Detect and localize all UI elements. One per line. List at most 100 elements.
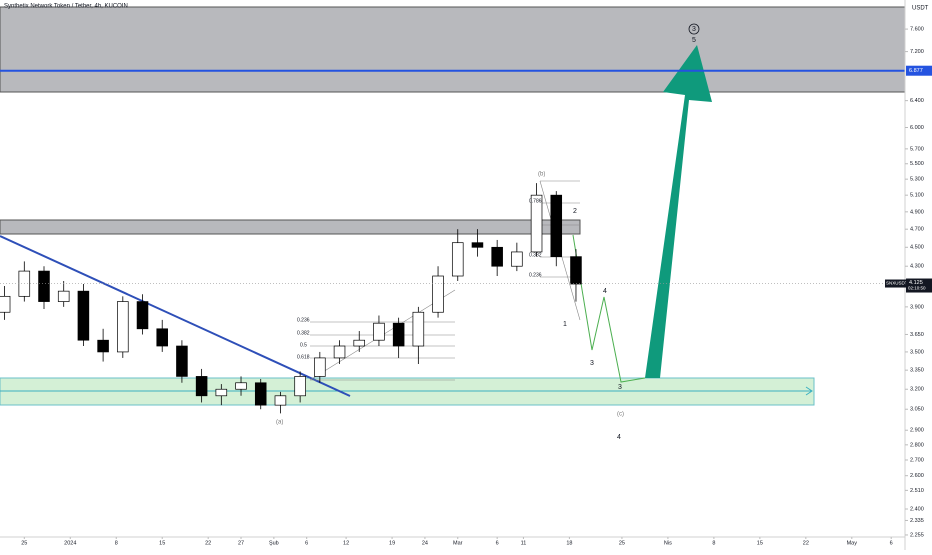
y-tick-label: 3.650: [910, 332, 924, 338]
y-tick-label: 2.800: [910, 442, 924, 448]
fib-label: 0.382: [529, 252, 542, 258]
y-tick-label: 5.100: [910, 193, 924, 199]
candle-body: [136, 301, 149, 330]
level-tag: [906, 65, 932, 76]
candle-body: [373, 322, 385, 341]
projection-path: [572, 234, 646, 383]
candle-body: [412, 311, 425, 347]
symbol-tag: [885, 279, 906, 288]
y-tick-label: 5.700: [910, 146, 924, 152]
fib-label: 0.786: [529, 198, 542, 204]
y-tick-label: 2.700: [910, 457, 924, 463]
price-tag-label: 4.125: [909, 280, 923, 286]
candle-body: [215, 388, 228, 397]
wave-label: 2: [573, 208, 577, 215]
price-axis: [905, 0, 932, 550]
zone-arrowhead: [805, 386, 813, 396]
y-tick-label: 4.500: [910, 245, 924, 251]
x-tick-label: 27: [238, 540, 244, 546]
y-tick-label: 4.700: [910, 227, 924, 233]
fib-label: 0.618: [297, 354, 310, 360]
x-tick-label: 2024: [64, 540, 76, 546]
candle-body: [176, 345, 188, 377]
symbol-tag-label: SNXUSDT: [886, 281, 908, 286]
wave-label: 4: [603, 288, 607, 295]
x-tick-label: 6: [890, 540, 893, 546]
candle-body: [97, 339, 109, 353]
candle-body: [491, 246, 503, 267]
y-tick-label: 3.500: [910, 349, 924, 355]
wave-label: (c): [617, 412, 624, 418]
annotations: 0.236 0.382 0.5 0.618 0.786 0.382 0.236 …: [276, 26, 696, 441]
wave-label: (b): [538, 172, 545, 178]
candle-body: [550, 194, 563, 257]
y-tick-label: 5.300: [910, 177, 924, 183]
x-tick-label: 24: [422, 540, 428, 546]
x-tick-label: Şub: [269, 540, 279, 546]
candle-body: [274, 395, 287, 406]
x-tick-label: 12: [343, 540, 349, 546]
candle-body: [117, 301, 129, 353]
y-tick-label: 3.200: [910, 387, 924, 393]
y-tick-label: 2.900: [910, 428, 924, 434]
wave-circle: [688, 23, 700, 35]
resistance-zone: [0, 6, 906, 93]
chart-title: Synthetix Network Token / Tether, 4h, KU…: [4, 4, 128, 10]
x-tick-label: 18: [566, 540, 572, 546]
y-tick-label: 2.510: [910, 488, 924, 494]
wave-label: 3: [692, 26, 696, 33]
candle-body: [156, 328, 168, 347]
x-tick-label: Mar: [453, 540, 463, 546]
candle-body: [432, 275, 444, 313]
x-tick-label: 15: [159, 540, 165, 546]
x-tick-label: 19: [389, 540, 395, 546]
candle-body: [57, 290, 70, 302]
x-tick-label: 6: [496, 540, 499, 546]
y-tick-label: 2.335: [910, 518, 924, 524]
countdown-label: 02:10:50: [908, 286, 926, 291]
candle-body: [195, 376, 208, 397]
candle-body: [471, 242, 484, 248]
candle-body: [353, 339, 366, 347]
x-tick-label: 15: [757, 540, 763, 546]
x-tick-label: May: [847, 540, 858, 546]
y-tick-label: 4.900: [910, 209, 924, 215]
wave-label: 3: [590, 360, 594, 367]
fib-label: 0.236: [297, 317, 310, 323]
candle-body: [0, 295, 11, 313]
x-tick-label: Nis: [664, 540, 672, 546]
y-tick-label: 5.500: [910, 161, 924, 167]
candle-body: [235, 382, 247, 390]
wave-label: 3: [618, 384, 622, 391]
y-tick-label: 7.200: [910, 49, 924, 55]
wave-label: 1: [563, 321, 567, 328]
candle-body: [77, 290, 90, 341]
x-tick-label: 22: [205, 540, 211, 546]
x-tick-label: 11: [521, 540, 527, 546]
trendline: [0, 235, 351, 397]
x-tick-label: 8: [712, 540, 715, 546]
fib-label: 0.5: [300, 342, 307, 348]
fib-label: 0.236: [529, 272, 542, 278]
y-tick-label: 4.300: [910, 264, 924, 270]
projection-arrow: [645, 45, 712, 378]
candle-body: [38, 270, 50, 302]
y-tick-label: 2.400: [910, 506, 924, 512]
candle-body: [451, 242, 464, 277]
supply-zone: [0, 219, 581, 235]
y-tick-label: 2.255: [910, 532, 924, 538]
y-tick-label: 6.000: [910, 125, 924, 131]
candle-body: [333, 345, 346, 359]
price-tag: [906, 278, 932, 293]
candle-body: [254, 382, 267, 406]
y-tick-label: 3.900: [910, 304, 924, 310]
candle-body: [530, 194, 543, 253]
y-tick-label: 3.350: [910, 368, 924, 374]
x-tick-label: 25: [619, 540, 625, 546]
y-tick-label: 6.400: [910, 98, 924, 104]
x-tick-label: 25: [21, 540, 27, 546]
y-tick-label: 2.600: [910, 473, 924, 479]
wave-label: 5: [692, 37, 696, 44]
unit-label: USDT: [912, 6, 929, 12]
